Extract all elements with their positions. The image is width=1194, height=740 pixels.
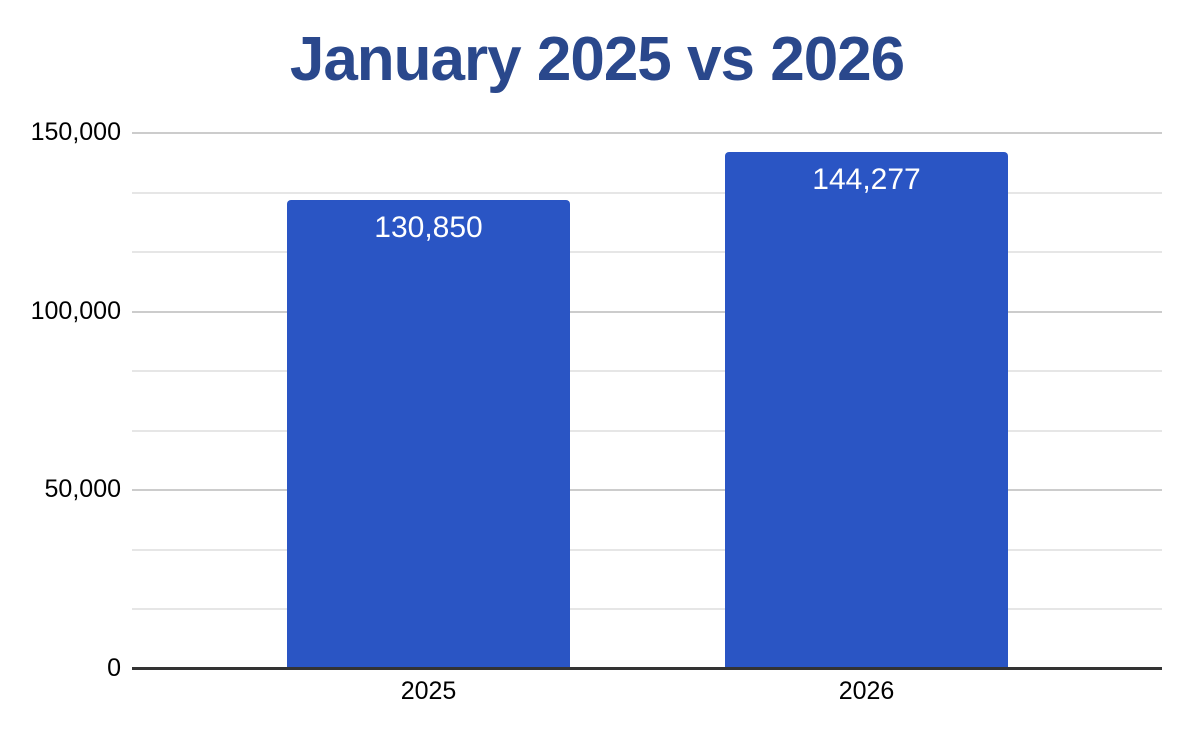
x-axis-category-label: 2025 xyxy=(400,677,457,705)
bar-value-label: 144,277 xyxy=(812,163,921,197)
minor-gridline xyxy=(132,548,1162,551)
y-axis-tick-label: 50,000 xyxy=(44,475,121,504)
minor-gridline xyxy=(132,251,1162,254)
minor-gridline xyxy=(132,608,1162,611)
minor-gridline xyxy=(132,191,1162,194)
y-axis-tick-label: 100,000 xyxy=(30,296,121,325)
x-axis-line xyxy=(132,667,1162,670)
minor-gridline xyxy=(132,429,1162,432)
major-gridline xyxy=(132,310,1162,313)
major-gridline xyxy=(132,132,1162,134)
minor-gridline xyxy=(132,370,1162,373)
x-axis-category-label: 2026 xyxy=(838,677,895,705)
bar-value-label: 130,850 xyxy=(374,211,483,245)
bar-2026: 144,277 xyxy=(725,152,1008,668)
y-axis-tick-label: 0 xyxy=(107,654,121,682)
bar-2025: 130,850 xyxy=(287,200,570,668)
chart-title: January 2025 vs 2026 xyxy=(289,25,905,94)
major-gridline xyxy=(132,489,1162,492)
y-axis-tick-label: 150,000 xyxy=(30,118,121,146)
